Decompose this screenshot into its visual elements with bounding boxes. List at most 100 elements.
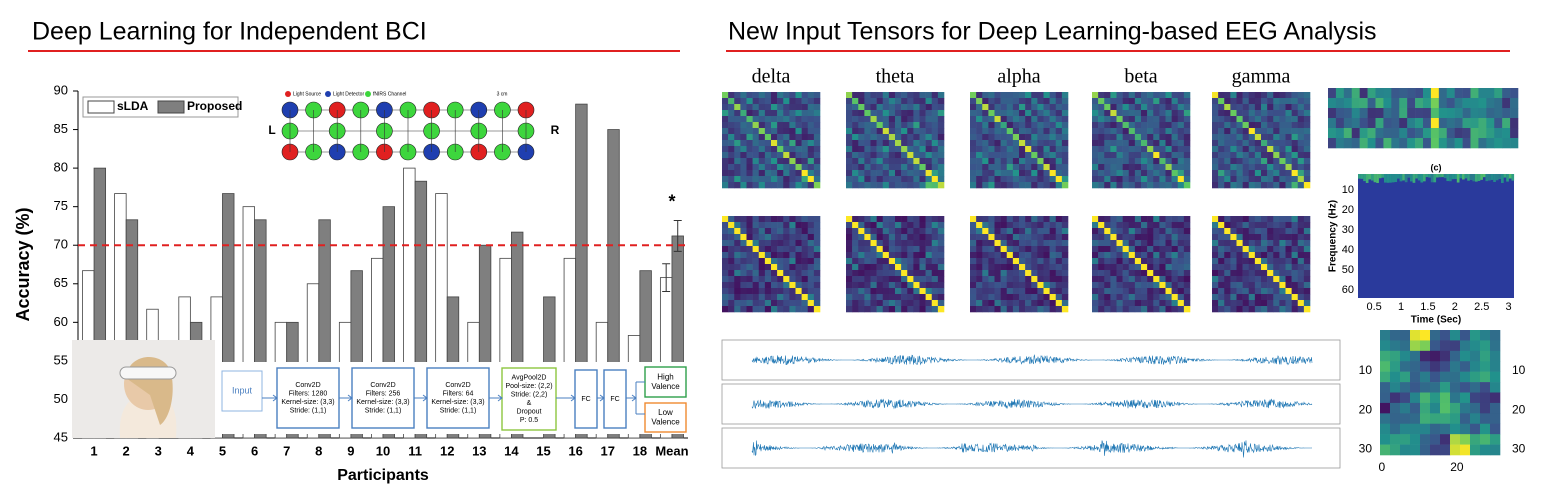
heat-cell xyxy=(1236,158,1243,165)
heat-cell xyxy=(976,110,983,117)
heat-cell xyxy=(1037,134,1044,141)
heat-cell xyxy=(901,170,908,177)
spectrogram-band xyxy=(1493,174,1496,182)
heat-cell xyxy=(1285,128,1292,135)
heat-cell xyxy=(1438,138,1448,149)
heat-cell xyxy=(801,170,809,177)
heat-cell xyxy=(1000,164,1008,171)
heat-cell xyxy=(813,300,821,307)
heat-cell xyxy=(876,98,884,105)
heat-cell xyxy=(1043,282,1050,289)
heat-cell xyxy=(1037,140,1044,147)
heat-cell xyxy=(895,128,902,135)
heat-cell xyxy=(1450,382,1461,393)
montage-side: L xyxy=(268,123,275,137)
heat-cell xyxy=(1462,108,1471,119)
heat-cell xyxy=(1303,134,1311,141)
heat-cell xyxy=(931,164,939,171)
heat-cell xyxy=(771,252,778,259)
heat-cell xyxy=(1122,222,1130,229)
heat-cell xyxy=(1006,92,1014,99)
heat-cell xyxy=(1359,98,1368,109)
heat-cell xyxy=(1061,240,1069,247)
heat-cell xyxy=(1285,294,1292,301)
heat-cell xyxy=(1400,392,1411,404)
heat-cell xyxy=(1267,240,1274,247)
heat-cell xyxy=(901,294,908,301)
heat-cell xyxy=(813,152,821,159)
heat-cell xyxy=(783,252,790,259)
heat-cell xyxy=(1110,258,1117,265)
heat-cell xyxy=(1153,182,1160,189)
heat-cell xyxy=(1098,252,1105,259)
heat-cell xyxy=(888,92,896,99)
heat-cell xyxy=(1494,88,1503,99)
heat-cell xyxy=(734,228,741,235)
heat-cell xyxy=(1303,104,1311,111)
heat-cell xyxy=(888,222,896,229)
heat-cell xyxy=(1147,164,1154,171)
heat-cell xyxy=(1031,222,1038,229)
heat-cell xyxy=(734,306,741,313)
heat-cell xyxy=(1031,98,1038,105)
heat-cell xyxy=(1128,134,1136,141)
heat-cell xyxy=(1055,276,1063,283)
heat-cell xyxy=(1122,158,1130,165)
heat-cell xyxy=(1212,104,1219,111)
heat-cell xyxy=(801,270,809,277)
spectrogram-band xyxy=(1397,174,1400,179)
heat-cell xyxy=(777,222,784,229)
heat-cell xyxy=(852,252,859,259)
heat-cell xyxy=(1128,164,1136,171)
heat-cell xyxy=(1254,164,1262,171)
heat-cell xyxy=(1267,216,1274,223)
heat-cell xyxy=(864,110,871,117)
heat-cell xyxy=(988,164,995,171)
heat-cell xyxy=(1134,116,1142,123)
heat-cell xyxy=(846,306,853,313)
heat-cell xyxy=(895,246,902,253)
heat-cell xyxy=(1279,276,1286,283)
heat-cell xyxy=(846,234,853,241)
heat-cell xyxy=(1134,288,1142,295)
heat-cell xyxy=(919,216,926,223)
heat-cell xyxy=(1061,234,1069,241)
heat-cell xyxy=(1490,340,1501,352)
heat-cell xyxy=(1335,88,1345,99)
heat-cell xyxy=(1248,104,1256,111)
heat-cell xyxy=(1043,116,1050,123)
heat-cell xyxy=(1147,270,1154,277)
heat-cell xyxy=(919,228,926,235)
heat-cell xyxy=(1454,98,1463,109)
panel-label: (c) xyxy=(1431,162,1442,172)
heat-cell xyxy=(1092,276,1099,283)
heat-cell xyxy=(876,300,884,307)
heat-cell xyxy=(888,216,896,223)
heat-cell xyxy=(1218,282,1225,289)
heat-cell xyxy=(1043,228,1050,235)
heat-cell xyxy=(734,282,741,289)
heat-cell xyxy=(1380,361,1391,372)
heat-cell xyxy=(734,270,741,277)
heat-cell xyxy=(1254,176,1262,183)
heat-cell xyxy=(1410,350,1421,362)
heat-cell xyxy=(752,134,760,141)
heat-cell xyxy=(1025,122,1032,129)
heat-cell xyxy=(1134,300,1142,307)
heat-cell xyxy=(1273,270,1280,277)
heat-cell xyxy=(1415,128,1424,139)
heat-cell xyxy=(1000,234,1008,241)
heat-cell xyxy=(1420,330,1431,341)
heat-cell xyxy=(858,128,865,135)
heat-cell xyxy=(870,270,877,277)
heat-cell xyxy=(1061,110,1069,117)
heat-cell xyxy=(1177,216,1185,223)
spectrogram-band xyxy=(1384,174,1387,183)
heat-cell xyxy=(740,270,747,277)
heat-cell xyxy=(1291,246,1299,253)
heat-cell xyxy=(746,294,753,301)
heat-cell xyxy=(864,140,871,147)
heat-cell xyxy=(852,182,859,189)
heat-cell xyxy=(1291,222,1299,229)
heat-cell xyxy=(864,116,871,123)
